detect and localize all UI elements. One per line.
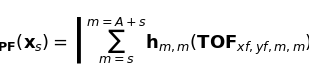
Text: $\mathbf{L}_{\mathbf{PF}}(\mathbf{x}_s) = \left|\sum_{m=s}^{m=A+s} \mathbf{h}_{m: $\mathbf{L}_{\mathbf{PF}}(\mathbf{x}_s) … <box>0 14 309 66</box>
